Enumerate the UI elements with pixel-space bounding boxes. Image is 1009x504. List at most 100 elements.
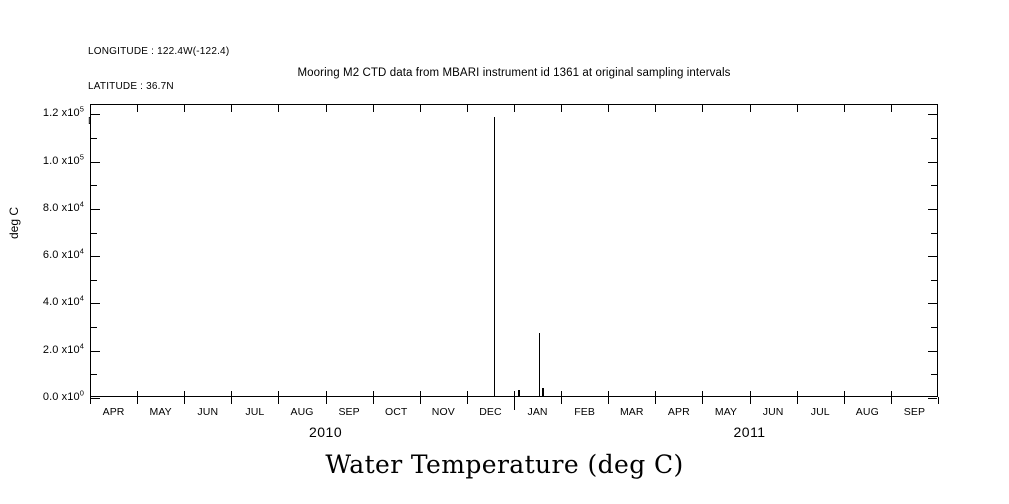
x-month-label: AUG <box>855 406 879 418</box>
x-tick-mark-inner <box>702 391 704 398</box>
y-tick-label: 8.0 x104 <box>42 199 84 214</box>
y-tick-mark <box>928 398 937 399</box>
y-axis: 0.0 x100 2.0 x104 4.0 x104 6.0 x104 8.0 x104… <box>0 104 84 403</box>
x-tick-mark <box>137 397 139 404</box>
x-tick-mark-top <box>184 105 186 112</box>
x-year-label: 2011 <box>733 424 766 440</box>
y-tick-mark <box>91 374 97 376</box>
y-tick-mark <box>928 256 937 258</box>
x-tick-mark-top <box>137 105 139 112</box>
y-tick-mark <box>928 208 937 210</box>
plot-area <box>90 104 938 399</box>
longitude-text: LONGITUDE : 122.4W(-122.4) <box>88 46 230 58</box>
x-tick-mark-top <box>561 105 563 112</box>
x-tick-mark-inner <box>608 391 610 398</box>
y-tick-mark <box>91 303 100 305</box>
x-month-label: MAR <box>619 406 644 418</box>
data-spike <box>518 390 520 396</box>
x-tick-mark-top <box>843 105 845 112</box>
x-month-label: JUN <box>197 406 219 418</box>
y-tick-mark <box>931 185 937 187</box>
y-tick-label: 1.0 x105 <box>42 152 84 167</box>
x-tick-mark <box>325 397 327 404</box>
x-axis-year-labels: 2010 2011 <box>90 397 938 440</box>
x-tick-mark-top <box>325 105 327 112</box>
x-month-label: JUL <box>810 406 830 418</box>
x-tick-mark <box>278 397 280 404</box>
x-year-boundary-tick <box>514 397 515 410</box>
x-month-label: MAY <box>714 406 738 418</box>
x-tick-mark-inner <box>137 391 139 398</box>
x-tick-mark <box>184 397 186 404</box>
x-tick-mark-inner <box>184 391 186 398</box>
y-tick-mark <box>91 256 100 258</box>
x-tick-mark <box>890 397 892 404</box>
x-month-label: SEP <box>338 406 360 418</box>
plot-series-layer <box>91 105 937 396</box>
x-tick-mark-inner <box>514 391 515 398</box>
x-tick-mark <box>702 397 704 404</box>
y-tick-mark <box>91 161 100 163</box>
y-tick-label: 2.0 x104 <box>42 341 84 356</box>
x-tick-mark-inner <box>466 391 468 398</box>
x-tick-mark-inner <box>655 391 657 398</box>
x-tick-mark <box>466 397 468 404</box>
x-tick-mark <box>655 397 657 404</box>
x-tick-mark <box>843 397 845 404</box>
x-year-label: 2010 <box>308 424 343 440</box>
y-tick-mark <box>928 161 937 163</box>
y-tick-mark <box>928 114 937 116</box>
y-tick-mark <box>91 138 97 140</box>
y-tick-label: 6.0 x104 <box>42 246 84 262</box>
x-tick-mark-top <box>372 105 374 112</box>
x-tick-mark <box>938 397 939 404</box>
y-tick-label: 1.2 x105 <box>42 104 84 120</box>
x-month-label: AUG <box>290 406 314 418</box>
y-tick-mark <box>91 185 97 187</box>
data-spike <box>538 333 541 396</box>
x-tick-mark-inner <box>231 391 233 398</box>
y-tick-mark <box>91 279 97 281</box>
main-title: Water Temperature (deg C) <box>325 450 684 479</box>
x-axis-ticks <box>90 397 939 411</box>
chart-title: Mooring M2 CTD data from MBARI instrumen… <box>297 67 731 79</box>
x-tick-mark-top <box>608 105 610 112</box>
x-tick-mark-inner <box>796 391 798 398</box>
data-spike <box>542 388 544 396</box>
x-tick-mark-top <box>231 105 233 112</box>
x-tick-mark-inner <box>843 391 845 398</box>
x-tick-mark <box>608 397 610 404</box>
y-tick-mark <box>931 327 937 329</box>
x-tick-mark-inner <box>325 391 327 398</box>
x-month-label: APR <box>667 406 690 418</box>
y-tick-mark <box>928 303 937 305</box>
y-tick-mark <box>91 114 100 116</box>
x-month-label: OCT <box>384 406 408 418</box>
y-tick-mark <box>931 279 937 281</box>
x-month-label: MAY <box>149 406 172 418</box>
x-tick-mark <box>419 397 421 404</box>
x-tick-mark-top <box>702 105 704 112</box>
x-tick-mark <box>796 397 798 404</box>
x-tick-mark-top <box>514 105 515 112</box>
x-month-label: SEP <box>903 406 926 418</box>
y-tick-mark <box>928 350 937 352</box>
y-tick-mark <box>931 138 937 140</box>
x-axis-month-labels: APR MAY JUN JUL AUG SEP OCT NOV DEC JAN FEB MAR APR M… <box>90 397 938 421</box>
x-tick-mark-top <box>466 105 468 112</box>
x-tick-mark-inner <box>890 391 892 398</box>
x-month-label: APR <box>102 406 125 418</box>
x-tick-mark-top <box>749 105 751 112</box>
x-tick-mark-top <box>796 105 798 112</box>
latitude-text: LATITUDE : 36.7N <box>88 80 174 92</box>
data-spike <box>493 117 496 396</box>
x-tick-mark-top <box>278 105 280 112</box>
x-tick-mark-inner <box>749 391 751 398</box>
x-tick-mark <box>372 397 374 404</box>
y-tick-label: 4.0 x104 <box>42 293 84 309</box>
x-month-label: JUL <box>245 406 265 418</box>
x-month-label: NOV <box>431 406 455 418</box>
y-tick-mark <box>931 374 937 376</box>
x-tick-mark <box>90 397 91 404</box>
y-axis-title: deg C <box>7 206 21 240</box>
